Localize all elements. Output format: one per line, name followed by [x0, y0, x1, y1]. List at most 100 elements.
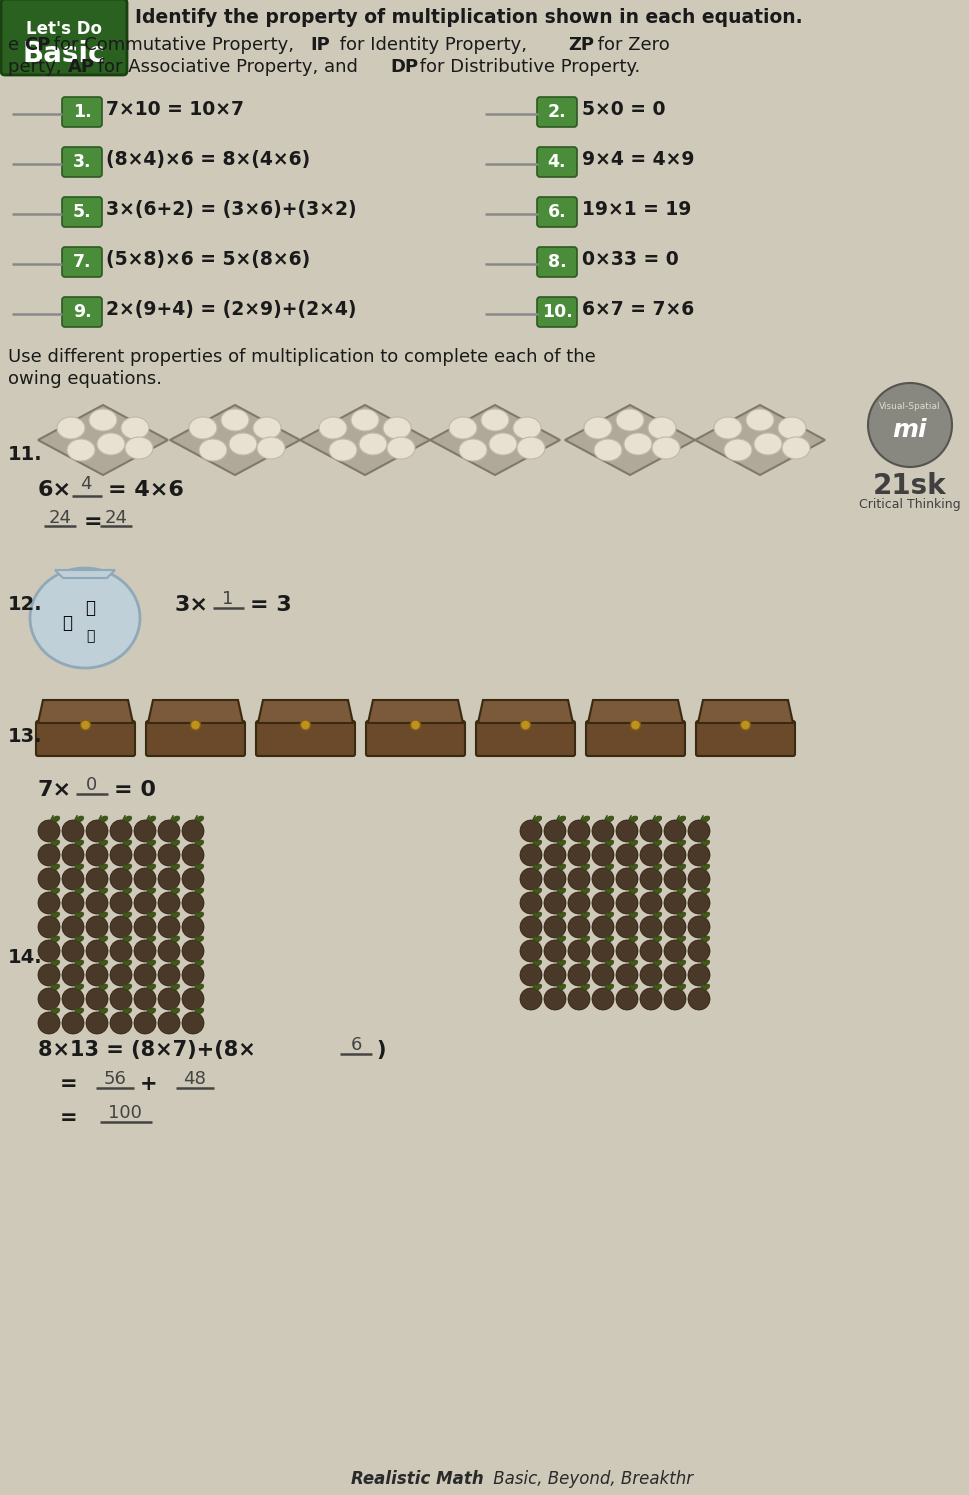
Ellipse shape	[624, 434, 652, 454]
Text: for Commutative Property,: for Commutative Property,	[48, 36, 299, 54]
Circle shape	[86, 916, 108, 937]
Circle shape	[640, 869, 662, 890]
Text: mi: mi	[892, 419, 927, 443]
Circle shape	[62, 869, 84, 890]
Circle shape	[664, 988, 686, 1011]
Text: e: e	[8, 36, 25, 54]
Ellipse shape	[121, 417, 149, 440]
Circle shape	[86, 964, 108, 987]
Circle shape	[868, 383, 952, 466]
Circle shape	[158, 893, 180, 913]
Circle shape	[592, 819, 614, 842]
Text: Basic: Basic	[22, 40, 106, 67]
Circle shape	[182, 869, 204, 890]
Text: Let's Do: Let's Do	[26, 19, 102, 37]
Ellipse shape	[449, 417, 477, 440]
Polygon shape	[300, 405, 430, 475]
Circle shape	[592, 916, 614, 937]
Ellipse shape	[124, 984, 132, 990]
Ellipse shape	[582, 840, 590, 846]
Ellipse shape	[558, 912, 566, 918]
Circle shape	[62, 893, 84, 913]
Text: 0: 0	[86, 776, 98, 794]
Circle shape	[182, 988, 204, 1011]
Ellipse shape	[52, 864, 60, 870]
Ellipse shape	[148, 912, 156, 918]
Text: 1.: 1.	[73, 103, 91, 121]
Ellipse shape	[558, 960, 566, 966]
Ellipse shape	[534, 816, 542, 822]
Ellipse shape	[197, 864, 203, 870]
Circle shape	[38, 819, 60, 842]
Ellipse shape	[172, 816, 179, 822]
Ellipse shape	[148, 936, 156, 942]
Text: 6×: 6×	[38, 480, 72, 499]
Circle shape	[616, 893, 638, 913]
Ellipse shape	[459, 440, 487, 460]
Circle shape	[158, 988, 180, 1011]
FancyBboxPatch shape	[586, 721, 685, 756]
Text: 3.: 3.	[73, 152, 91, 170]
Circle shape	[616, 964, 638, 987]
Circle shape	[520, 988, 542, 1011]
Circle shape	[110, 988, 132, 1011]
Ellipse shape	[654, 912, 662, 918]
Ellipse shape	[678, 864, 686, 870]
Ellipse shape	[77, 1008, 83, 1014]
Ellipse shape	[630, 888, 638, 894]
Ellipse shape	[197, 912, 203, 918]
Ellipse shape	[703, 840, 709, 846]
Text: 13.: 13.	[8, 727, 43, 746]
Circle shape	[38, 1012, 60, 1035]
Ellipse shape	[534, 960, 542, 966]
Text: 11.: 11.	[8, 446, 43, 463]
Circle shape	[62, 988, 84, 1011]
Ellipse shape	[124, 1008, 132, 1014]
FancyBboxPatch shape	[62, 97, 102, 127]
Circle shape	[631, 721, 641, 730]
Circle shape	[110, 845, 132, 866]
FancyBboxPatch shape	[62, 147, 102, 176]
Text: 8×13 = (8×7)+(8×: 8×13 = (8×7)+(8×	[38, 1041, 256, 1060]
Ellipse shape	[582, 936, 590, 942]
Circle shape	[158, 964, 180, 987]
Text: =: =	[60, 1073, 78, 1094]
Ellipse shape	[652, 437, 680, 459]
Circle shape	[62, 1012, 84, 1035]
Ellipse shape	[77, 912, 83, 918]
Circle shape	[38, 916, 60, 937]
Ellipse shape	[513, 417, 541, 440]
Text: =: =	[60, 1108, 78, 1129]
Circle shape	[688, 845, 710, 866]
Text: 24: 24	[105, 508, 128, 528]
Ellipse shape	[582, 984, 590, 990]
Circle shape	[568, 845, 590, 866]
Circle shape	[182, 964, 204, 987]
Ellipse shape	[534, 936, 542, 942]
Circle shape	[544, 964, 566, 987]
Circle shape	[158, 916, 180, 937]
Ellipse shape	[229, 434, 257, 454]
Text: 12.: 12.	[8, 595, 43, 614]
Ellipse shape	[101, 888, 108, 894]
Ellipse shape	[654, 936, 662, 942]
Ellipse shape	[558, 984, 566, 990]
Ellipse shape	[607, 840, 613, 846]
Circle shape	[134, 940, 156, 961]
Ellipse shape	[534, 912, 542, 918]
Circle shape	[520, 721, 530, 730]
Ellipse shape	[97, 434, 125, 454]
Circle shape	[616, 916, 638, 937]
FancyBboxPatch shape	[476, 721, 575, 756]
Ellipse shape	[148, 840, 156, 846]
Circle shape	[134, 988, 156, 1011]
Ellipse shape	[77, 864, 83, 870]
FancyBboxPatch shape	[36, 721, 135, 756]
Circle shape	[38, 869, 60, 890]
Ellipse shape	[714, 417, 742, 440]
Text: 7×10 = 10×7: 7×10 = 10×7	[106, 100, 244, 120]
Text: 7.: 7.	[73, 253, 91, 271]
Ellipse shape	[678, 936, 686, 942]
FancyBboxPatch shape	[537, 247, 577, 277]
Ellipse shape	[754, 434, 782, 454]
